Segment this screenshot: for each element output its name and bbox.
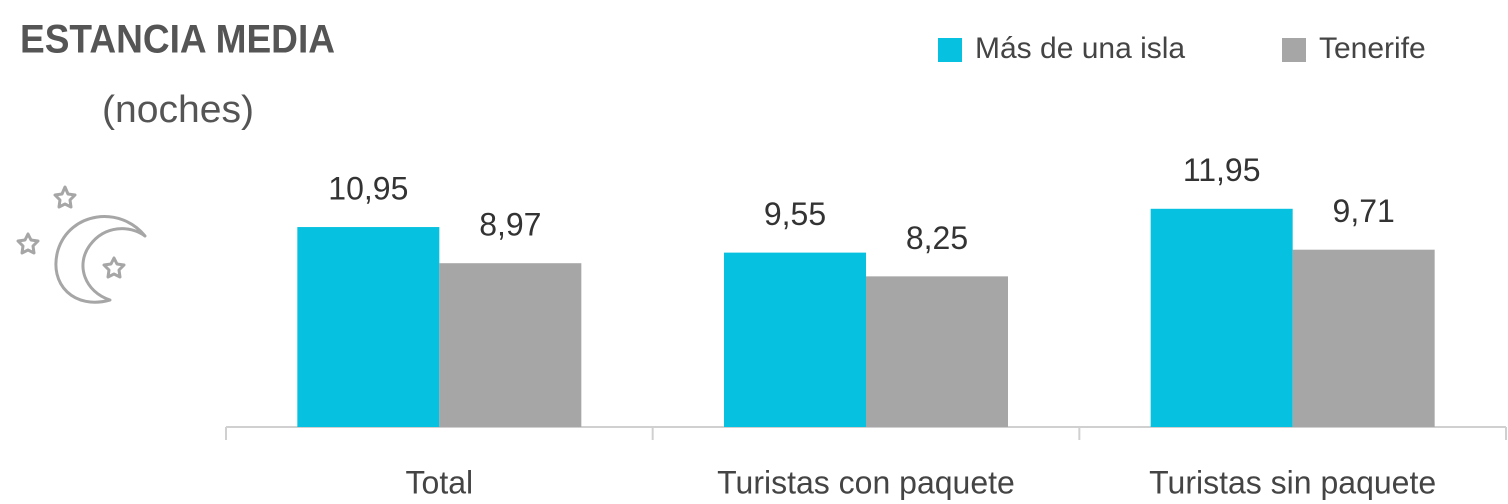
x-tick-label: Total (406, 464, 474, 500)
data-label: 9,71 (1333, 193, 1395, 229)
bar (297, 227, 440, 427)
bar (1150, 208, 1293, 427)
data-label: 10,95 (328, 171, 408, 207)
data-label: 8,97 (479, 207, 541, 243)
data-label: 9,55 (764, 196, 826, 232)
bar (724, 252, 866, 427)
bar (439, 263, 582, 427)
x-tick-label: Turistas sin paquete (1149, 464, 1436, 500)
legend-label: Más de una isla (975, 32, 1185, 65)
data-label: 8,25 (906, 220, 968, 256)
chart-title: ESTANCIA MEDIA (20, 18, 335, 62)
data-label: 11,95 (1183, 152, 1261, 188)
legend-label: Tenerife (1319, 32, 1426, 65)
x-tick-label: Turistas con paquete (717, 464, 1015, 500)
bar (1292, 249, 1435, 427)
chart-subtitle: (noches) (102, 89, 254, 131)
legend-swatch (938, 38, 962, 62)
bar (866, 276, 1008, 427)
moon-icon (16, 185, 147, 304)
legend-swatch (1282, 38, 1306, 62)
